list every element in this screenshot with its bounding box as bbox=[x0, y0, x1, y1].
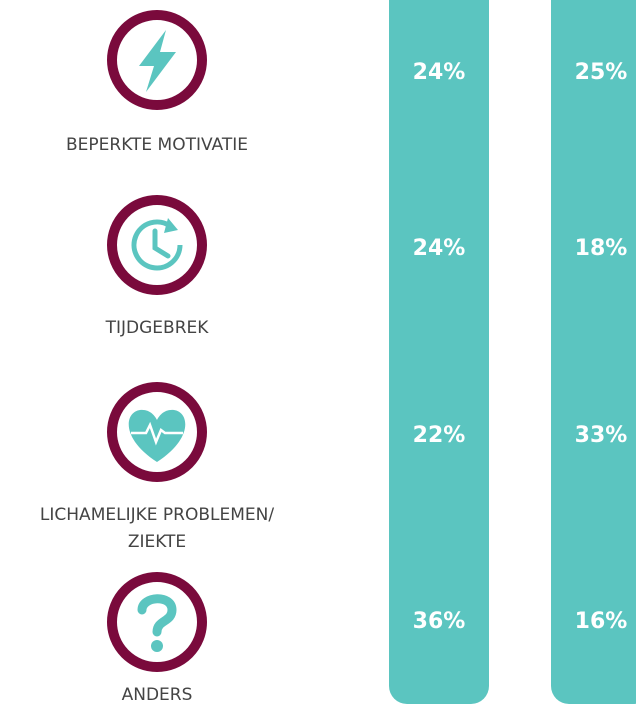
value-label: 22% bbox=[413, 423, 466, 448]
value-label: 16% bbox=[575, 609, 628, 634]
column-2 bbox=[551, 0, 636, 704]
row-label: ANDERS bbox=[122, 685, 193, 704]
row-label: TIJDGEBREK bbox=[105, 318, 210, 338]
value-label: 33% bbox=[575, 423, 628, 448]
time-icon bbox=[107, 195, 207, 295]
other-icon bbox=[107, 572, 207, 672]
value-label: 18% bbox=[575, 236, 628, 261]
motivation-icon bbox=[107, 10, 207, 110]
row-label: LICHAMELIJKE PROBLEMEN/ bbox=[40, 505, 274, 525]
value-label: 25% bbox=[575, 60, 628, 85]
value-label: 24% bbox=[413, 60, 466, 85]
health-icon bbox=[107, 382, 207, 482]
row-label: BEPERKTE MOTIVATIE bbox=[66, 135, 248, 155]
column-1 bbox=[389, 0, 489, 704]
row-label: ZIEKTE bbox=[128, 532, 186, 552]
value-label: 36% bbox=[413, 609, 466, 634]
value-label: 24% bbox=[413, 236, 466, 261]
